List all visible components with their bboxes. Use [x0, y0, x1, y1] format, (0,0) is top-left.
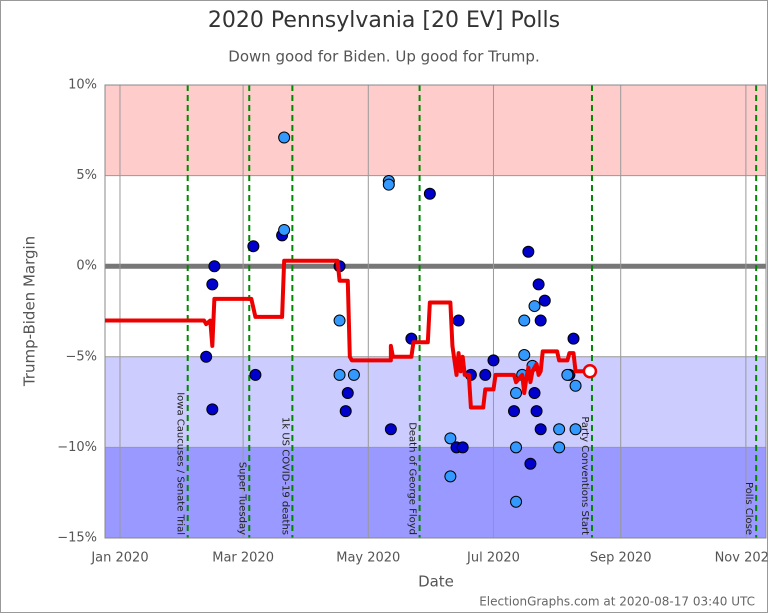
x-tick-label: Nov 2020 [715, 551, 768, 566]
poll-point [553, 441, 566, 454]
poll-point [538, 294, 551, 307]
poll-point [518, 314, 531, 327]
poll-point [479, 368, 492, 381]
event-label: Death of George Floyd [407, 422, 418, 535]
poll-point [524, 457, 537, 470]
poll-point [569, 423, 582, 436]
poll-point [530, 405, 543, 418]
poll-point [534, 423, 547, 436]
poll-point [444, 470, 457, 483]
x-tick-label: May 2020 [336, 551, 400, 566]
event-label: Super Tuesday [236, 462, 247, 535]
event-label: Party Conventions Start [579, 416, 590, 535]
poll-point [341, 387, 354, 400]
poll-point [333, 368, 346, 381]
poll-point [567, 332, 580, 345]
y-axis-label: Trump-Biden Margin [21, 236, 39, 387]
poll-point [561, 368, 574, 381]
poll-point [423, 187, 436, 200]
poll-point [206, 403, 219, 416]
poll-point [507, 405, 520, 418]
x-tick-label: Jan 2020 [90, 551, 148, 566]
poll-point [510, 441, 523, 454]
poll-point [487, 354, 500, 367]
band [105, 85, 766, 176]
poll-point [510, 387, 523, 400]
band [105, 356, 766, 448]
x-tick-label: Jul 2020 [466, 551, 520, 566]
poll-point [528, 387, 541, 400]
footer: ElectionGraphs.com at 2020-08-17 03:40 U… [479, 595, 755, 609]
average-line [105, 258, 590, 410]
poll-point [532, 278, 545, 291]
poll-point [208, 260, 221, 273]
poll-point [518, 348, 531, 361]
x-tick-label: Mar 2020 [212, 551, 274, 566]
y-tick-label: 10% [68, 78, 97, 93]
poll-point [347, 368, 360, 381]
band [105, 447, 766, 538]
poll-point [382, 178, 395, 191]
poll-point [278, 131, 291, 144]
y-tick-label: 0% [76, 259, 97, 274]
chart-title: 2020 Pennsylvania [20 EV] Polls [208, 8, 560, 33]
y-tick-label: 5% [76, 168, 97, 183]
x-tick-label: Sep 2020 [590, 551, 652, 566]
event-label: Polls Close [743, 482, 754, 535]
poll-point [384, 423, 397, 436]
y-tick-label: −5% [65, 349, 97, 364]
chart-subtitle: Down good for Biden. Up good for Trump. [228, 48, 539, 66]
poll-point [534, 314, 547, 327]
poll-point [247, 240, 260, 253]
poll-point [522, 245, 535, 258]
poll-point [333, 314, 346, 327]
y-tick-label: −10% [57, 440, 97, 455]
poll-point [456, 441, 469, 454]
poll-point [528, 300, 541, 313]
poll-point [444, 432, 457, 445]
x-axis-label: Date [418, 573, 454, 591]
poll-point [553, 423, 566, 436]
event-label: Iowa Caucuses / Senate Trial [175, 392, 186, 535]
event-label: 1k US COVID-19 deaths [279, 417, 290, 535]
poll-point [278, 223, 291, 236]
y-tick-label: −15% [57, 531, 97, 546]
poll-point [206, 278, 219, 291]
end-marker [582, 364, 598, 379]
poll-point [569, 379, 582, 392]
poll-point [510, 495, 523, 508]
poll-point [339, 405, 352, 418]
poll-point [249, 368, 262, 381]
poll-point [452, 314, 465, 327]
plot-border [104, 84, 767, 539]
poll-point [200, 350, 213, 363]
